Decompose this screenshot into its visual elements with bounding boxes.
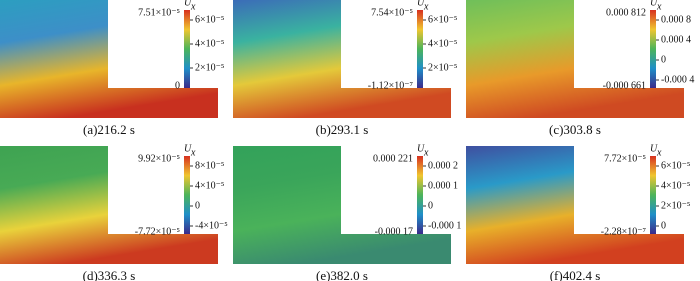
colorbar-tick-label: 0.000 8 bbox=[661, 14, 691, 25]
colorbar-tick-label: 2×10⁻⁵ bbox=[195, 62, 224, 73]
colorbar-tick-label: -0.000 4 bbox=[661, 74, 694, 85]
colorbar bbox=[184, 156, 190, 234]
colorbar bbox=[417, 10, 423, 88]
colorbar-max: 7.51×10⁻⁵ bbox=[138, 7, 180, 18]
colorbar-min: -1.12×10⁻⁷ bbox=[368, 80, 414, 91]
field-domain bbox=[466, 0, 684, 118]
colorbar-tick-label: 4×10⁻⁵ bbox=[661, 180, 690, 191]
colorbar-subscript: x bbox=[190, 147, 196, 158]
colorbar-symbol: U bbox=[417, 0, 425, 8]
colorbar-tick-label: 4×10⁻⁵ bbox=[195, 180, 224, 191]
colorbar-subscript: x bbox=[656, 1, 662, 12]
colorbar-symbol: U bbox=[650, 0, 658, 8]
colorbar-tick-label: 6×10⁻⁵ bbox=[661, 160, 690, 171]
field-domain bbox=[466, 146, 684, 264]
panel-caption: (e)382.0 s bbox=[316, 268, 368, 281]
field-domain bbox=[233, 0, 451, 118]
colorbar-subscript: x bbox=[423, 1, 429, 12]
colorbar-tick-label: -0.000 1 bbox=[428, 220, 461, 231]
colorbar-tick-label: 0 bbox=[195, 200, 200, 211]
colorbar bbox=[184, 10, 190, 88]
panel-caption: (a)216.2 s bbox=[83, 122, 135, 137]
colorbar-max: 7.72×10⁻⁵ bbox=[604, 153, 646, 164]
colorbar-max: 0.000 221 bbox=[373, 153, 413, 164]
colorbar-min: 0 bbox=[175, 80, 180, 91]
colorbar-min: -7.72×10⁻⁵ bbox=[135, 226, 180, 237]
colorbar-symbol: U bbox=[184, 0, 192, 8]
panel-caption: (d)336.3 s bbox=[83, 268, 136, 281]
colorbar-tick-label: 0 bbox=[428, 200, 433, 211]
panel-caption: (c)303.8 s bbox=[549, 122, 601, 137]
colorbar-tick-label: 0 bbox=[661, 220, 666, 231]
field-domain bbox=[0, 0, 218, 118]
field-domain bbox=[0, 146, 218, 264]
field-domain bbox=[233, 146, 451, 264]
colorbar bbox=[650, 156, 656, 234]
colorbar-min: -0.000 661 bbox=[603, 80, 646, 91]
colorbar-tick-label: 0 bbox=[661, 54, 666, 65]
colorbar-subscript: x bbox=[423, 147, 429, 158]
colorbar-symbol: U bbox=[184, 143, 192, 154]
colorbar bbox=[650, 10, 656, 88]
colorbar-symbol: U bbox=[417, 143, 425, 154]
colorbar-subscript: x bbox=[656, 147, 662, 158]
colorbar-max: 7.54×10⁻⁵ bbox=[371, 7, 413, 18]
colorbar-subscript: x bbox=[190, 1, 196, 12]
colorbar-tick-label: 4×10⁻⁵ bbox=[195, 38, 224, 49]
colorbar-symbol: U bbox=[650, 143, 658, 154]
panel-caption: (b)293.1 s bbox=[316, 122, 369, 137]
colorbar-max: 9.92×10⁻⁵ bbox=[138, 153, 180, 164]
panel-caption: (f)402.4 s bbox=[550, 268, 601, 281]
colorbar bbox=[417, 156, 423, 234]
colorbar-tick-label: 0.000 2 bbox=[428, 160, 458, 171]
colorbar-tick-label: 2×10⁻⁵ bbox=[428, 62, 457, 73]
colorbar-tick-label: 0.000 1 bbox=[428, 180, 458, 191]
colorbar-tick-label: -4×10⁻⁵ bbox=[195, 220, 228, 231]
colorbar-max: 0.000 812 bbox=[606, 7, 646, 18]
colorbar-min: -2.28×10⁻⁷ bbox=[601, 226, 647, 237]
colorbar-tick-label: 6×10⁻⁵ bbox=[195, 14, 224, 25]
colorbar-tick-label: 8×10⁻⁵ bbox=[195, 160, 224, 171]
colorbar-min: -0.000 17 bbox=[375, 226, 413, 237]
colorbar-tick-label: 6×10⁻⁵ bbox=[428, 14, 457, 25]
colorbar-tick-label: 4×10⁻⁵ bbox=[428, 38, 457, 49]
colorbar-tick-label: 2×10⁻⁵ bbox=[661, 200, 690, 211]
colorbar-tick-label: 0.000 4 bbox=[661, 34, 691, 45]
